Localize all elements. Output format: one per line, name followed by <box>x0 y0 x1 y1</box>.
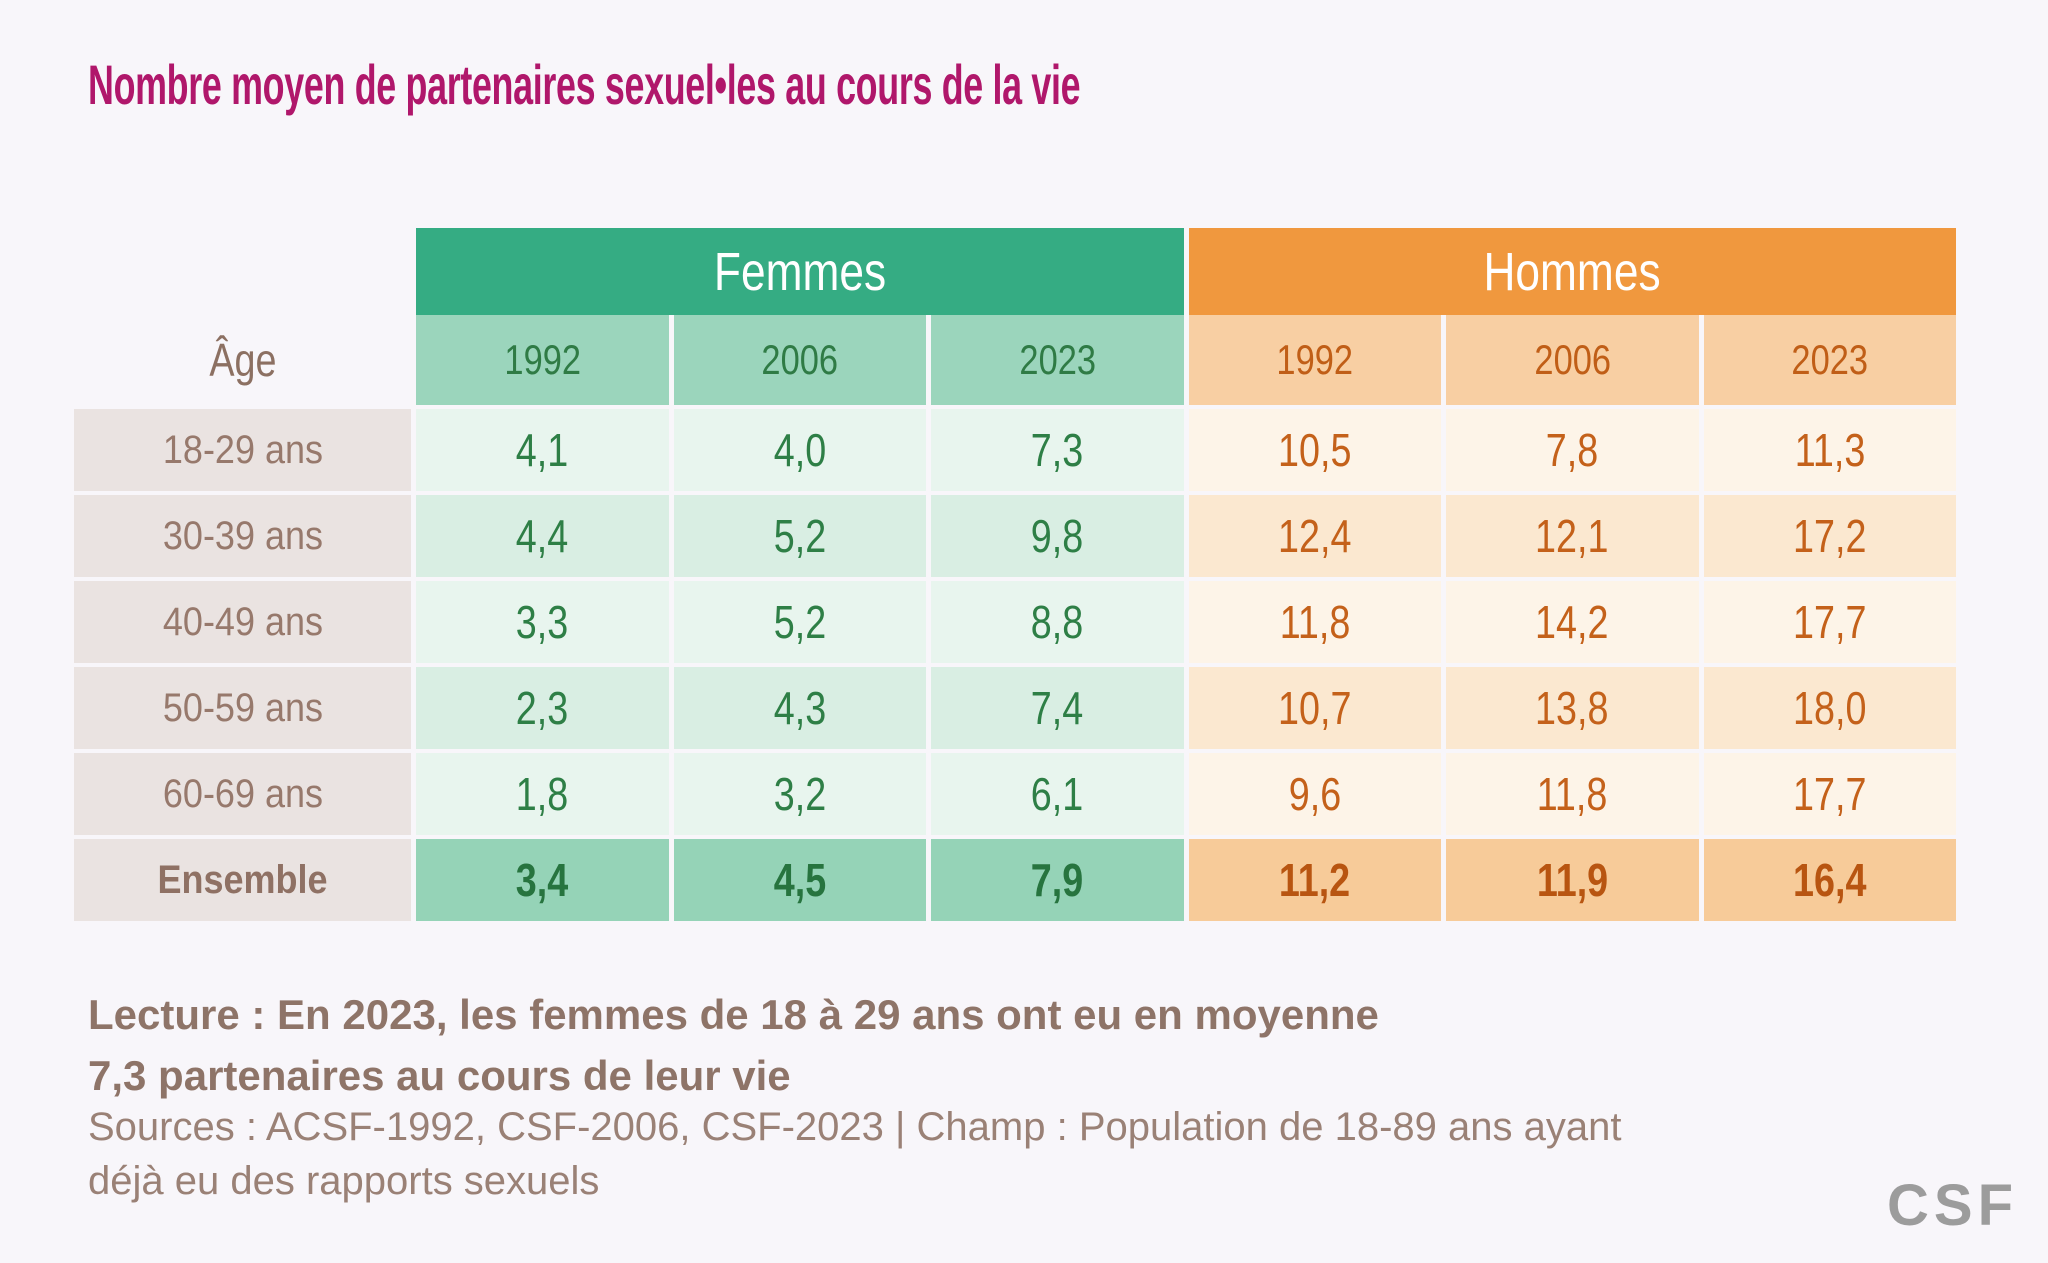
cell-hommes-2006-18-29: 7,8 <box>1446 409 1699 491</box>
row-label-50-59: 50-59 ans <box>74 667 411 749</box>
cell-femmes-2006-40-49: 5,2 <box>673 581 926 663</box>
cell-hommes-1992-ensemble: 11,2 <box>1188 839 1441 921</box>
sources-note-line1: Sources : ACSF-1992, CSF-2006, CSF-2023 … <box>88 1105 1622 1149</box>
cell-hommes-2023-50-59: 18,0 <box>1703 667 1956 749</box>
femmes-group-header: Femmes <box>416 228 1184 315</box>
cell-femmes-2006-50-59: 4,3 <box>673 667 926 749</box>
cell-hommes-2023-40-49: 17,7 <box>1703 581 1956 663</box>
row-label-60-69: 60-69 ans <box>74 753 411 835</box>
sources-note: Sources : ACSF-1992, CSF-2006, CSF-2023 … <box>88 1100 1621 1208</box>
cell-hommes-1992-40-49: 11,8 <box>1188 581 1441 663</box>
hommes-year-header-1992: 1992 <box>1188 315 1441 405</box>
row-label-30-39: 30-39 ans <box>74 495 411 577</box>
cell-hommes-2006-ensemble: 11,9 <box>1446 839 1699 921</box>
csf-logo: CSF <box>1887 1173 2018 1238</box>
cell-hommes-2023-ensemble: 16,4 <box>1703 839 1956 921</box>
cell-femmes-1992-ensemble: 3,4 <box>416 839 669 921</box>
cell-femmes-2023-50-59: 7,4 <box>931 667 1184 749</box>
femmes-year-header-1992: 1992 <box>416 315 669 405</box>
cell-femmes-2006-ensemble: 4,5 <box>673 839 926 921</box>
cell-hommes-2006-40-49: 14,2 <box>1446 581 1699 663</box>
cell-hommes-2006-30-39: 12,1 <box>1446 495 1699 577</box>
hommes-year-header-2023: 2023 <box>1703 315 1956 405</box>
cell-hommes-2006-50-59: 13,8 <box>1446 667 1699 749</box>
partners-table: Femmes Hommes Âge 1992 2006 2023 1992 20… <box>74 228 1956 921</box>
cell-hommes-1992-30-39: 12,4 <box>1188 495 1441 577</box>
page-title: Nombre moyen de partenaires sexuel•les a… <box>88 52 1638 117</box>
cell-femmes-2023-18-29: 7,3 <box>931 409 1184 491</box>
cell-femmes-2006-60-69: 3,2 <box>673 753 926 835</box>
cell-femmes-1992-18-29: 4,1 <box>416 409 669 491</box>
cell-femmes-2006-30-39: 5,2 <box>673 495 926 577</box>
cell-femmes-1992-30-39: 4,4 <box>416 495 669 577</box>
reading-note: Lecture : En 2023, les femmes de 18 à 29… <box>88 984 1379 1106</box>
cell-hommes-2023-18-29: 11,3 <box>1703 409 1956 491</box>
cell-hommes-1992-60-69: 9,6 <box>1188 753 1441 835</box>
cell-femmes-2023-30-39: 9,8 <box>931 495 1184 577</box>
cell-hommes-2023-30-39: 17,2 <box>1703 495 1956 577</box>
femmes-year-header-2006: 2006 <box>673 315 926 405</box>
page-title-text: Nombre moyen de partenaires sexuel•les a… <box>88 53 1081 116</box>
row-label-ensemble: Ensemble <box>74 839 411 921</box>
cell-hommes-1992-18-29: 10,5 <box>1188 409 1441 491</box>
age-column-header: Âge <box>208 334 277 386</box>
reading-note-line2: 7,3 partenaires au cours de leur vie <box>88 1052 791 1099</box>
row-label-40-49: 40-49 ans <box>74 581 411 663</box>
cell-femmes-1992-50-59: 2,3 <box>416 667 669 749</box>
row-label-18-29: 18-29 ans <box>74 409 411 491</box>
hommes-group-label: Hommes <box>1483 241 1661 302</box>
sources-note-line2: déjà eu des rapports sexuels <box>88 1159 600 1203</box>
cell-femmes-2023-ensemble: 7,9 <box>931 839 1184 921</box>
cell-hommes-2023-60-69: 17,7 <box>1703 753 1956 835</box>
cell-hommes-2006-60-69: 11,8 <box>1446 753 1699 835</box>
cell-femmes-2023-40-49: 8,8 <box>931 581 1184 663</box>
cell-femmes-1992-40-49: 3,3 <box>416 581 669 663</box>
hommes-group-header: Hommes <box>1188 228 1956 315</box>
femmes-year-header-2023: 2023 <box>931 315 1184 405</box>
femmes-group-label: Femmes <box>713 241 886 302</box>
cell-femmes-2023-60-69: 6,1 <box>931 753 1184 835</box>
reading-note-line1: Lecture : En 2023, les femmes de 18 à 29… <box>88 991 1379 1038</box>
hommes-year-header-2006: 2006 <box>1446 315 1699 405</box>
cell-hommes-1992-50-59: 10,7 <box>1188 667 1441 749</box>
cell-femmes-1992-60-69: 1,8 <box>416 753 669 835</box>
cell-femmes-2006-18-29: 4,0 <box>673 409 926 491</box>
